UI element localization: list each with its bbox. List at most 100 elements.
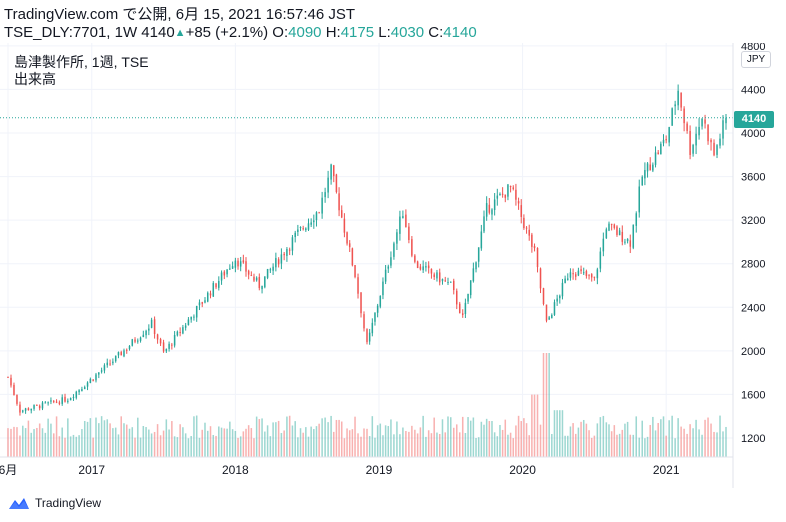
volume-bar xyxy=(416,433,419,457)
volume-bar xyxy=(553,410,556,457)
price-axis[interactable]: 1200 1600 2000 2400 2800 3200 3600 4000 4400 4800 xyxy=(741,41,765,445)
time-tick-label: 2021 xyxy=(653,463,680,477)
candle-body xyxy=(536,248,539,268)
candle-body xyxy=(58,402,61,404)
volume-bar xyxy=(725,426,727,457)
candle-body xyxy=(103,365,106,371)
volume-bar xyxy=(577,427,580,457)
candle-body xyxy=(123,350,125,357)
volume-bar xyxy=(689,424,691,457)
candle-body xyxy=(299,227,302,229)
candle-body xyxy=(551,314,553,319)
candle-body xyxy=(179,331,181,333)
candle-body xyxy=(7,376,9,378)
volume-bar xyxy=(722,431,724,457)
volume-bar xyxy=(176,437,179,457)
candle-body xyxy=(86,382,89,387)
candle-body xyxy=(83,387,86,390)
volume-bar xyxy=(131,427,134,457)
footer-branding[interactable]: TradingView xyxy=(8,495,101,511)
volume-bar xyxy=(528,435,530,457)
candle-body xyxy=(44,402,47,404)
candle-body xyxy=(464,302,467,314)
volume-bar xyxy=(665,435,667,457)
volume-bar xyxy=(234,430,237,457)
candle-body xyxy=(47,402,49,404)
volume-bar xyxy=(168,429,170,457)
candle-body xyxy=(393,243,395,257)
candle-body xyxy=(646,163,649,172)
candle-body xyxy=(692,145,694,154)
volume-bar xyxy=(193,416,195,457)
volume-bar xyxy=(187,438,190,457)
candle-body xyxy=(677,90,679,106)
candle-body xyxy=(683,108,685,124)
candle-body xyxy=(605,229,608,239)
volume-bar xyxy=(533,394,536,457)
price-tick-label: 2400 xyxy=(741,302,765,314)
volume-bar xyxy=(425,436,427,457)
volume-bar xyxy=(114,427,117,457)
volume-bar xyxy=(16,427,18,457)
candle-body xyxy=(261,285,263,290)
price-tick-label: 1200 xyxy=(741,433,765,445)
volume-bar xyxy=(374,437,376,457)
candle-body xyxy=(258,277,261,289)
price-chart[interactable]: 1200 1600 2000 2400 2800 3200 3600 4000 4400 4800… xyxy=(0,41,786,488)
candle-body xyxy=(72,396,75,398)
volume-bar xyxy=(340,421,343,457)
volume-bar xyxy=(480,421,483,457)
volume-bar xyxy=(266,425,269,457)
candle-body xyxy=(533,246,536,249)
candle-body xyxy=(455,290,458,305)
volume-bar xyxy=(430,433,433,457)
volume-bar xyxy=(153,431,156,457)
candle-body xyxy=(112,361,114,364)
candle-body xyxy=(89,378,92,383)
published-info: TradingView.com で公開, 6月 15, 2021 16:57:4… xyxy=(4,6,356,23)
candle-body xyxy=(100,370,103,372)
volume-bar xyxy=(327,422,329,457)
candle-body xyxy=(338,193,340,211)
candle-body xyxy=(142,334,145,338)
candle-body xyxy=(250,275,253,277)
candle-body xyxy=(120,352,122,356)
volume-bar xyxy=(444,432,447,457)
candle-body xyxy=(234,260,237,268)
candle-body xyxy=(266,269,269,278)
volume-bar xyxy=(78,435,80,457)
volume-bar xyxy=(67,418,69,457)
candle-body xyxy=(332,165,335,177)
open-value: 4090 xyxy=(288,24,322,41)
candle-body xyxy=(237,260,239,267)
candle-body xyxy=(159,339,162,344)
volume-bar xyxy=(75,436,78,457)
volume-bar xyxy=(89,418,92,457)
candle-body xyxy=(556,298,558,302)
candle-body xyxy=(374,312,376,322)
candle-body xyxy=(419,266,422,270)
close-label: C: xyxy=(428,24,444,41)
volume-bar xyxy=(602,415,605,457)
candle-body xyxy=(396,232,398,244)
chart-frame[interactable]: 1200 1600 2000 2400 2800 3200 3600 4000 4400 4800… xyxy=(0,41,786,488)
candle-body xyxy=(590,274,593,278)
volume-bar xyxy=(22,425,24,457)
volume-bar xyxy=(286,416,288,457)
candle-body xyxy=(371,322,374,334)
candle-body xyxy=(553,302,556,315)
currency-badge[interactable]: JPY xyxy=(741,51,771,68)
volume-bar xyxy=(27,420,30,457)
candle-body xyxy=(242,260,245,263)
volume-bar xyxy=(305,427,307,457)
volume-bar xyxy=(605,422,608,457)
last-price-badge: 4140 xyxy=(734,111,774,128)
volume-bar xyxy=(629,434,632,457)
volume-bar xyxy=(596,423,599,457)
candle-body xyxy=(599,251,602,269)
candle-body xyxy=(387,266,390,269)
time-axis[interactable]: 6月 2017 2018 2019 2020 2021 xyxy=(0,463,680,477)
volume-bar xyxy=(419,427,422,457)
volume-bar xyxy=(137,417,139,457)
volume-bar xyxy=(117,434,120,457)
